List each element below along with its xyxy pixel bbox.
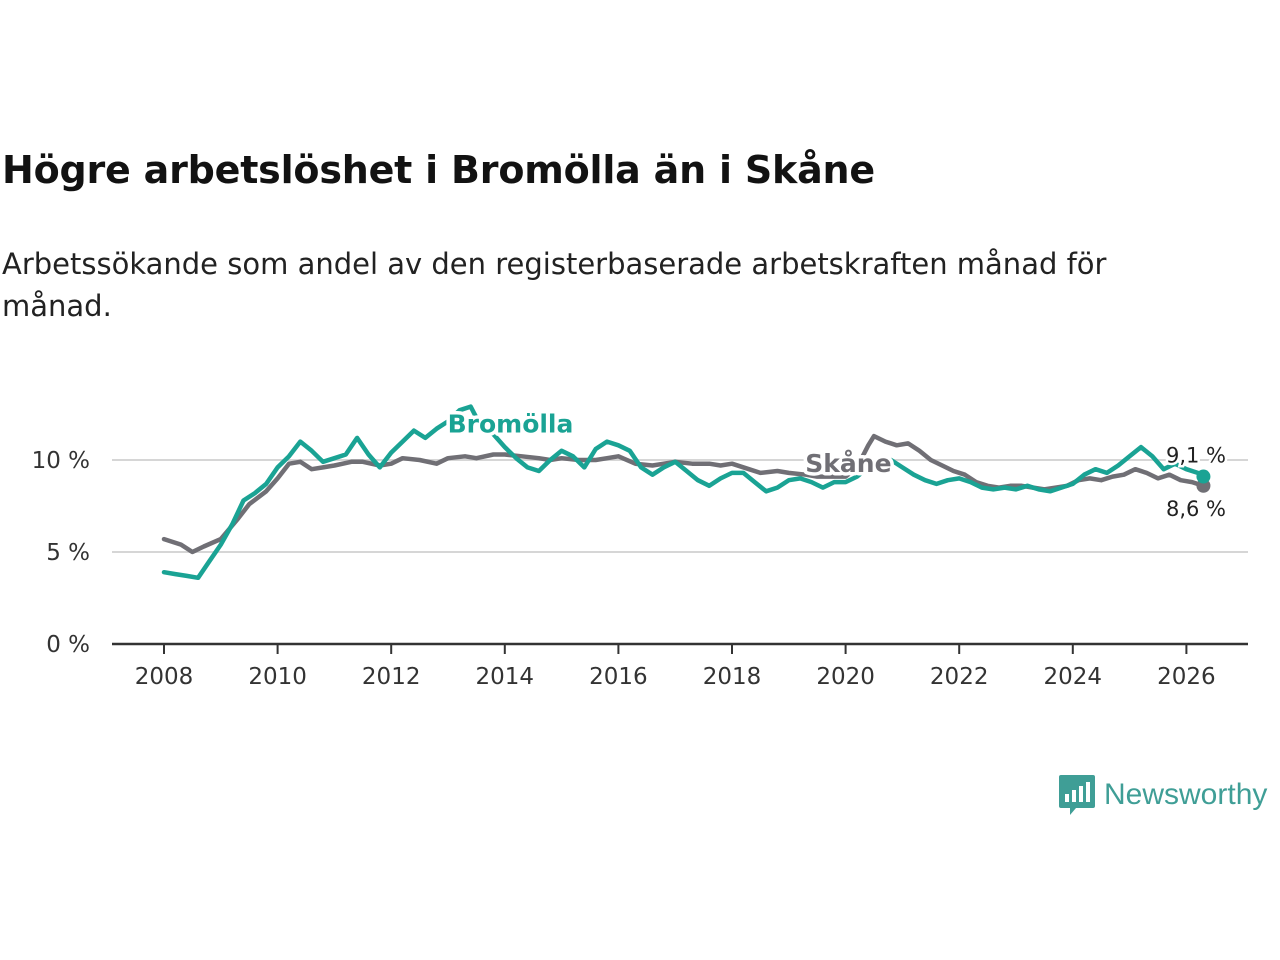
- brand-name: Newsworthy: [1104, 778, 1268, 811]
- y-tick-label: 0 %: [46, 632, 90, 658]
- y-axis-ticks: 0 % 5 % 10 %: [32, 448, 90, 658]
- end-point-bromlla: [1196, 469, 1211, 484]
- inline-label-bromolla: Bromölla: [448, 409, 574, 438]
- inline-label-skane: Skåne: [805, 449, 891, 478]
- x-tick-label: 2020: [816, 664, 875, 690]
- series-labels: Bromölla Skåne 9,1 % 8,6 %: [444, 406, 1228, 523]
- x-tick-label: 2010: [248, 664, 307, 690]
- series-line-skne: [161, 433, 1206, 555]
- end-label-bromolla: 9,1 %: [1166, 444, 1226, 468]
- newsworthy-logo[interactable]: Newsworthy: [1058, 773, 1267, 817]
- series-group: [161, 404, 1211, 581]
- x-tick-label: 2026: [1157, 664, 1216, 690]
- x-tick-label: 2014: [476, 664, 535, 690]
- x-tick-label: 2022: [930, 664, 989, 690]
- newsworthy-logo-icon: [1059, 775, 1095, 815]
- series-line-bromlla: [161, 404, 1206, 581]
- chart-title: Högre arbetslöshet i Bromölla än i Skåne: [2, 148, 875, 192]
- line-chart: 0 %5 %10 % 2008 2010 2012 2014 2016 2018 2020 2…: [32, 404, 1248, 690]
- y-tick-label: 5 %: [46, 540, 90, 566]
- x-axis: 2008 2010 2012 2014 2016 2018 2020 2022 2024 2026: [112, 642, 1248, 690]
- end-label-skane: 8,6 %: [1166, 497, 1226, 521]
- y-tick-label: 10 %: [32, 448, 90, 474]
- x-tick-label: 2008: [135, 664, 194, 690]
- x-tick-label: 2016: [589, 664, 648, 690]
- chart-subtitle: Arbetssökande som andel av den registerb…: [2, 247, 1107, 323]
- x-tick-label: 2018: [703, 664, 762, 690]
- x-tick-label: 2024: [1044, 664, 1103, 690]
- x-tick-label: 2012: [362, 664, 421, 690]
